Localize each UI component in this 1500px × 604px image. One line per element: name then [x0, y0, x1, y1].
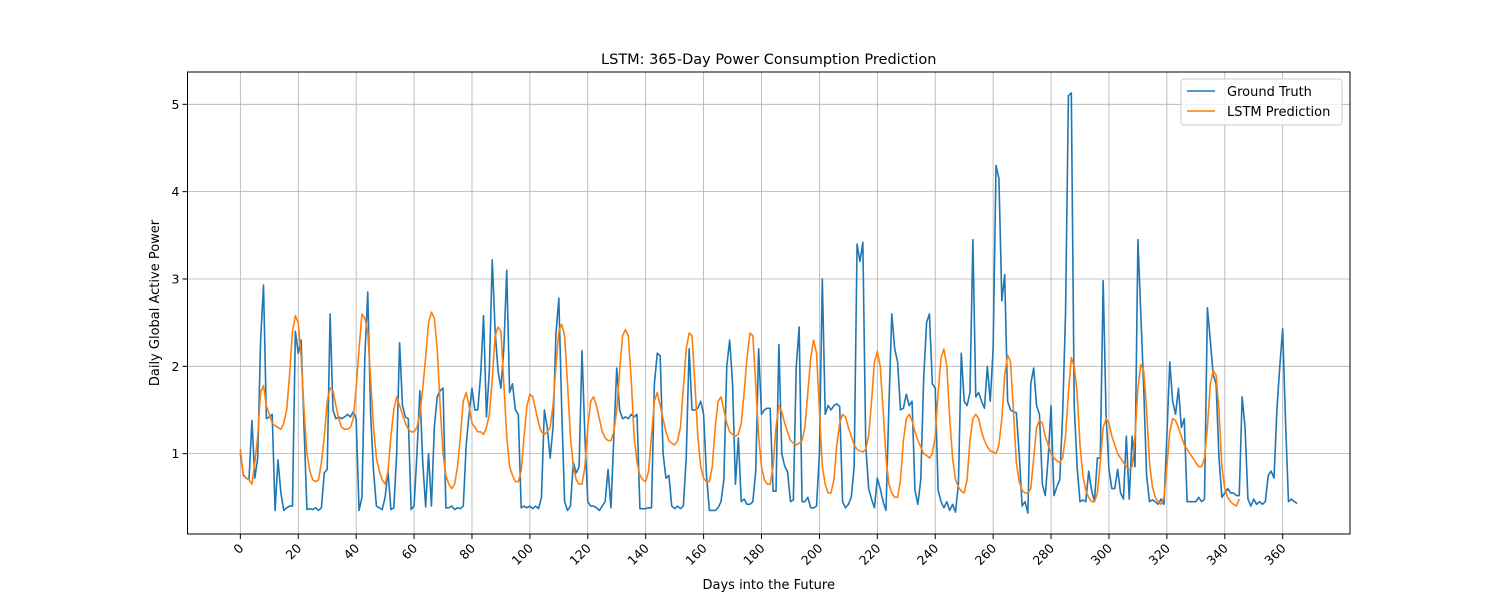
- y-tick-label: 3: [172, 271, 180, 286]
- y-tick-label: 4: [172, 184, 180, 199]
- y-tick-label: 2: [172, 359, 180, 374]
- legend-box: [1180, 78, 1343, 126]
- y-tick-label: 5: [172, 97, 180, 112]
- y-tick-label: 1: [172, 446, 180, 461]
- legend: Ground Truth LSTM Prediction: [1180, 78, 1343, 126]
- x-axis-label: Days into the Future: [703, 578, 835, 593]
- y-axis-label: Daily Global Active Power: [148, 219, 163, 386]
- axes-frame: [187, 71, 1351, 535]
- lstm-prediction-series-line: [239, 311, 1240, 507]
- y-axis-ticks: 1 2 3 4 5: [172, 97, 188, 461]
- ground-truth-series-line: [239, 92, 1298, 514]
- legend-label-lstm-prediction: LSTM Prediction: [1227, 105, 1330, 120]
- legend-label-ground-truth: Ground Truth: [1227, 85, 1312, 100]
- chart-title: LSTM: 365-Day Power Consumption Predicti…: [601, 52, 936, 68]
- plot-series: [239, 92, 1298, 514]
